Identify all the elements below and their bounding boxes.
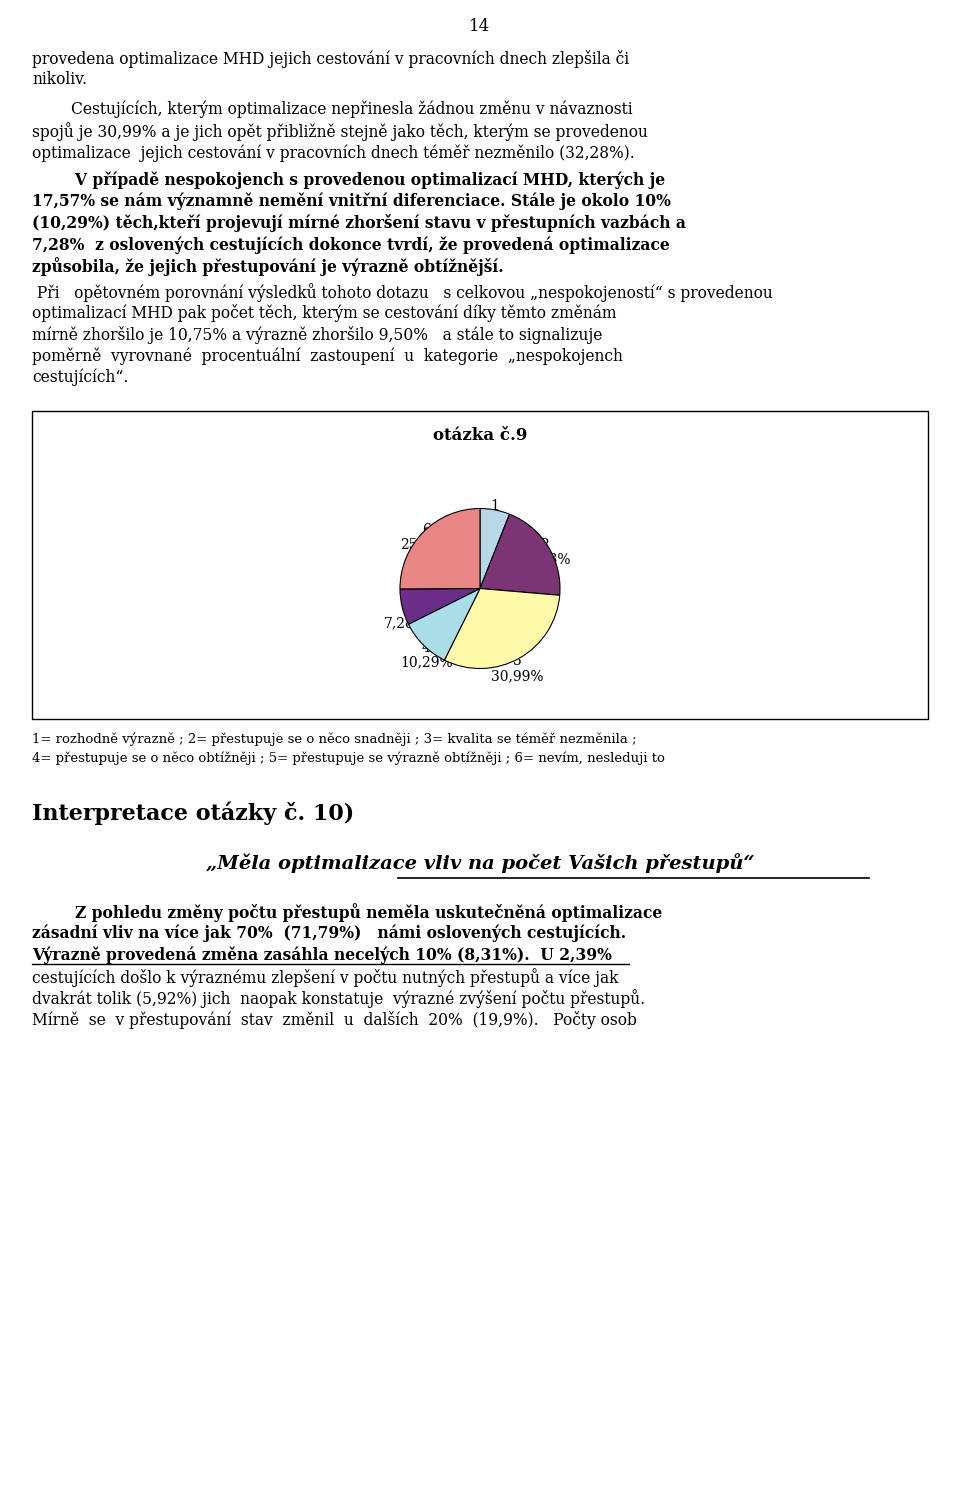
Text: spojů je 30,99% a je jich opět přibližně stejně jako těch, kterým se provedenou: spojů je 30,99% a je jich opět přibližně… (32, 122, 648, 142)
Text: způsobila, že jejich přestupování je výrazně obtížnější.: způsobila, že jejich přestupování je výr… (32, 258, 504, 276)
Text: dvakrát tolik (5,92%) jich  naopak konstatuje  výrazné zvýšení počtu přestupů.: dvakrát tolik (5,92%) jich naopak konsta… (32, 989, 645, 1009)
Text: 14: 14 (469, 18, 491, 34)
Text: 7,28%: 7,28% (384, 616, 428, 630)
Text: 20,33%: 20,33% (518, 552, 571, 567)
Text: (10,29%) těch,kteří projevují mírné zhoršení stavu v přestupních vazbách a: (10,29%) těch,kteří projevují mírné zhor… (32, 215, 686, 233)
Text: 4: 4 (421, 640, 431, 655)
Text: provedena optimalizace MHD jejich cestování v pracovních dnech zlepšila či: provedena optimalizace MHD jejich cestov… (32, 51, 629, 69)
Text: 6,02%: 6,02% (472, 515, 516, 528)
Text: mírně zhoršilo je 10,75% a výrazně zhoršilo 9,50%   a stále to signalizuje: mírně zhoršilo je 10,75% a výrazně zhorš… (32, 325, 602, 345)
Text: Z pohledu změny počtu přestupů neměla uskutečněná optimalizace: Z pohledu změny počtu přestupů neměla us… (32, 904, 662, 922)
Bar (32, 410, 928, 719)
Text: cestujících došlo k výraznému zlepšení v počtu nutných přestupů a více jak: cestujících došlo k výraznému zlepšení v… (32, 968, 618, 986)
Text: 1: 1 (490, 500, 499, 513)
Wedge shape (480, 515, 560, 595)
Text: Mírně  se  v přestupování  stav  změnil  u  dalších  20%  (19,9%).   Počty osob: Mírně se v přestupování stav změnil u da… (32, 1012, 636, 1029)
Text: Cestujících, kterým optimalizace nepřinesla žádnou změnu v návaznosti: Cestujících, kterým optimalizace nepřine… (32, 101, 633, 118)
Text: optimalizací MHD pak počet těch, kterým se cestování díky těmto změnám: optimalizací MHD pak počet těch, kterým … (32, 304, 616, 322)
Wedge shape (400, 588, 480, 624)
Text: 3: 3 (513, 655, 521, 668)
Text: 10,29%: 10,29% (400, 655, 452, 670)
Text: 5: 5 (401, 601, 411, 615)
Text: 2: 2 (540, 537, 549, 552)
Text: V případě nespokojench s provedenou optimalizací MHD, kterých je: V případě nespokojench s provedenou opti… (32, 172, 665, 189)
Text: Při   opětovném porovnání výsledků tohoto dotazu   s celkovou „nespokojeností“ s: Při opětovném porovnání výsledků tohoto … (32, 283, 773, 301)
Text: Výrazně provedená změna zasáhla necelých 10% (8,31%).  U 2,39%: Výrazně provedená změna zasáhla necelých… (32, 946, 612, 964)
Text: 1= rozhodně výrazně ; 2= přestupuje se o něco snadněji ; 3= kvalita se téměř nez: 1= rozhodně výrazně ; 2= přestupuje se o… (32, 733, 636, 746)
Wedge shape (480, 509, 510, 588)
Text: 30,99%: 30,99% (491, 670, 543, 683)
Wedge shape (400, 509, 480, 589)
Text: 4= přestupuje se o něco obtížněji ; 5= přestupuje se výrazně obtížněji ; 6= neví: 4= přestupuje se o něco obtížněji ; 5= p… (32, 752, 665, 765)
Text: Interpretace otázky č. 10): Interpretace otázky č. 10) (32, 801, 354, 825)
Text: poměrně  vyrovnané  procentuální  zastoupení  u  kategorie  „nespokojench: poměrně vyrovnané procentuální zastoupen… (32, 348, 623, 366)
Text: „Měla optimalizace vliv na počet Vašich přestupů“: „Měla optimalizace vliv na počet Vašich … (205, 853, 755, 873)
Text: 6: 6 (421, 522, 430, 537)
Text: zásadní vliv na více jak 70%  (71,79%)   námi oslovených cestujících.: zásadní vliv na více jak 70% (71,79%) ná… (32, 925, 626, 943)
Text: 17,57% se nám významně nemění vnitřní diferenciace. Stále je okolo 10%: 17,57% se nám významně nemění vnitřní di… (32, 192, 671, 210)
Text: 25,09%: 25,09% (400, 537, 452, 552)
Text: nikoliv.: nikoliv. (32, 72, 87, 88)
Wedge shape (444, 588, 560, 668)
Text: optimalizace  jejich cestování v pracovních dnech téměř nezměnilo (32,28%).: optimalizace jejich cestování v pracovní… (32, 145, 635, 161)
Text: otázka č.9: otázka č.9 (433, 427, 527, 443)
Text: cestujících“.: cestujících“. (32, 369, 129, 386)
Text: 7,28%  z oslovených cestujících dokonce tvrdí, že provedená optimalizace: 7,28% z oslovených cestujících dokonce t… (32, 236, 670, 254)
Wedge shape (408, 588, 480, 659)
